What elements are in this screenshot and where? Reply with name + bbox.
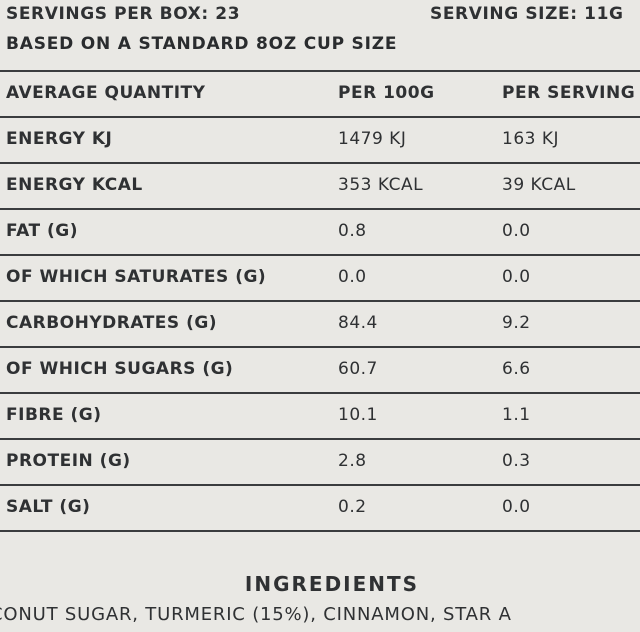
header-per-100g: PER 100G bbox=[338, 83, 435, 103]
per-serving-value: 6.6 bbox=[502, 359, 531, 379]
ingredients-title: INGREDIENTS bbox=[244, 572, 420, 596]
nutrient-name: FIBRE (G) bbox=[6, 405, 102, 425]
table-row: OF WHICH SUGARS (G) 60.7 6.6 bbox=[0, 346, 640, 392]
per-100g-value: 84.4 bbox=[338, 313, 378, 333]
per-serving-value: 0.0 bbox=[502, 267, 531, 287]
based-on-note: BASED ON A STANDARD 8OZ CUP SIZE bbox=[6, 34, 398, 54]
per-100g-value: 10.1 bbox=[338, 405, 378, 425]
per-serving-value: 1.1 bbox=[502, 405, 531, 425]
header-average-quantity: AVERAGE QUANTITY bbox=[6, 83, 206, 103]
table-row: FAT (G) 0.8 0.0 bbox=[0, 208, 640, 254]
per-100g-value: 1479 KJ bbox=[338, 129, 407, 149]
table-row: PROTEIN (G) 2.8 0.3 bbox=[0, 438, 640, 484]
nutrient-name: SALT (G) bbox=[6, 497, 91, 517]
servings-row: SERVINGS PER BOX: 23 SERVING SIZE: 11G bbox=[6, 2, 640, 28]
header-per-serving: PER SERVING bbox=[502, 83, 636, 103]
table-row: CARBOHYDRATES (G) 84.4 9.2 bbox=[0, 300, 640, 346]
nutrient-name: ENERGY KCAL bbox=[6, 175, 143, 195]
per-serving-value: 9.2 bbox=[502, 313, 531, 333]
nutrient-name: FAT (G) bbox=[6, 221, 79, 241]
nutrition-table: AVERAGE QUANTITY PER 100G PER SERVING EN… bbox=[0, 70, 640, 532]
nutrient-name: CARBOHYDRATES (G) bbox=[6, 313, 218, 333]
per-serving-value: 39 KCAL bbox=[502, 175, 576, 195]
per-serving-value: 0.0 bbox=[502, 497, 531, 517]
table-row: ENERGY KCAL 353 KCAL 39 KCAL bbox=[0, 162, 640, 208]
nutrient-name: PROTEIN (G) bbox=[6, 451, 131, 471]
per-100g-value: 0.2 bbox=[338, 497, 367, 517]
nutrient-name: ENERGY KJ bbox=[6, 129, 113, 149]
table-row: FIBRE (G) 10.1 1.1 bbox=[0, 392, 640, 438]
ingredients-text: CONUT SUGAR, TURMERIC (15%), CINNAMON, S… bbox=[0, 604, 512, 625]
per-serving-value: 163 KJ bbox=[502, 129, 560, 149]
per-100g-value: 0.8 bbox=[338, 221, 367, 241]
nutrient-name: OF WHICH SATURATES (G) bbox=[6, 267, 267, 287]
table-row: SALT (G) 0.2 0.0 bbox=[0, 484, 640, 532]
per-100g-value: 60.7 bbox=[338, 359, 378, 379]
per-100g-value: 0.0 bbox=[338, 267, 367, 287]
nutrient-name: OF WHICH SUGARS (G) bbox=[6, 359, 234, 379]
servings-per-box: SERVINGS PER BOX: 23 bbox=[6, 4, 241, 24]
per-serving-value: 0.3 bbox=[502, 451, 531, 471]
per-serving-value: 0.0 bbox=[502, 221, 531, 241]
table-row: ENERGY KJ 1479 KJ 163 KJ bbox=[0, 116, 640, 162]
per-100g-value: 353 KCAL bbox=[338, 175, 424, 195]
table-row: OF WHICH SATURATES (G) 0.0 0.0 bbox=[0, 254, 640, 300]
serving-size: SERVING SIZE: 11G bbox=[430, 4, 624, 24]
table-header-row: AVERAGE QUANTITY PER 100G PER SERVING bbox=[0, 70, 640, 116]
per-100g-value: 2.8 bbox=[338, 451, 367, 471]
